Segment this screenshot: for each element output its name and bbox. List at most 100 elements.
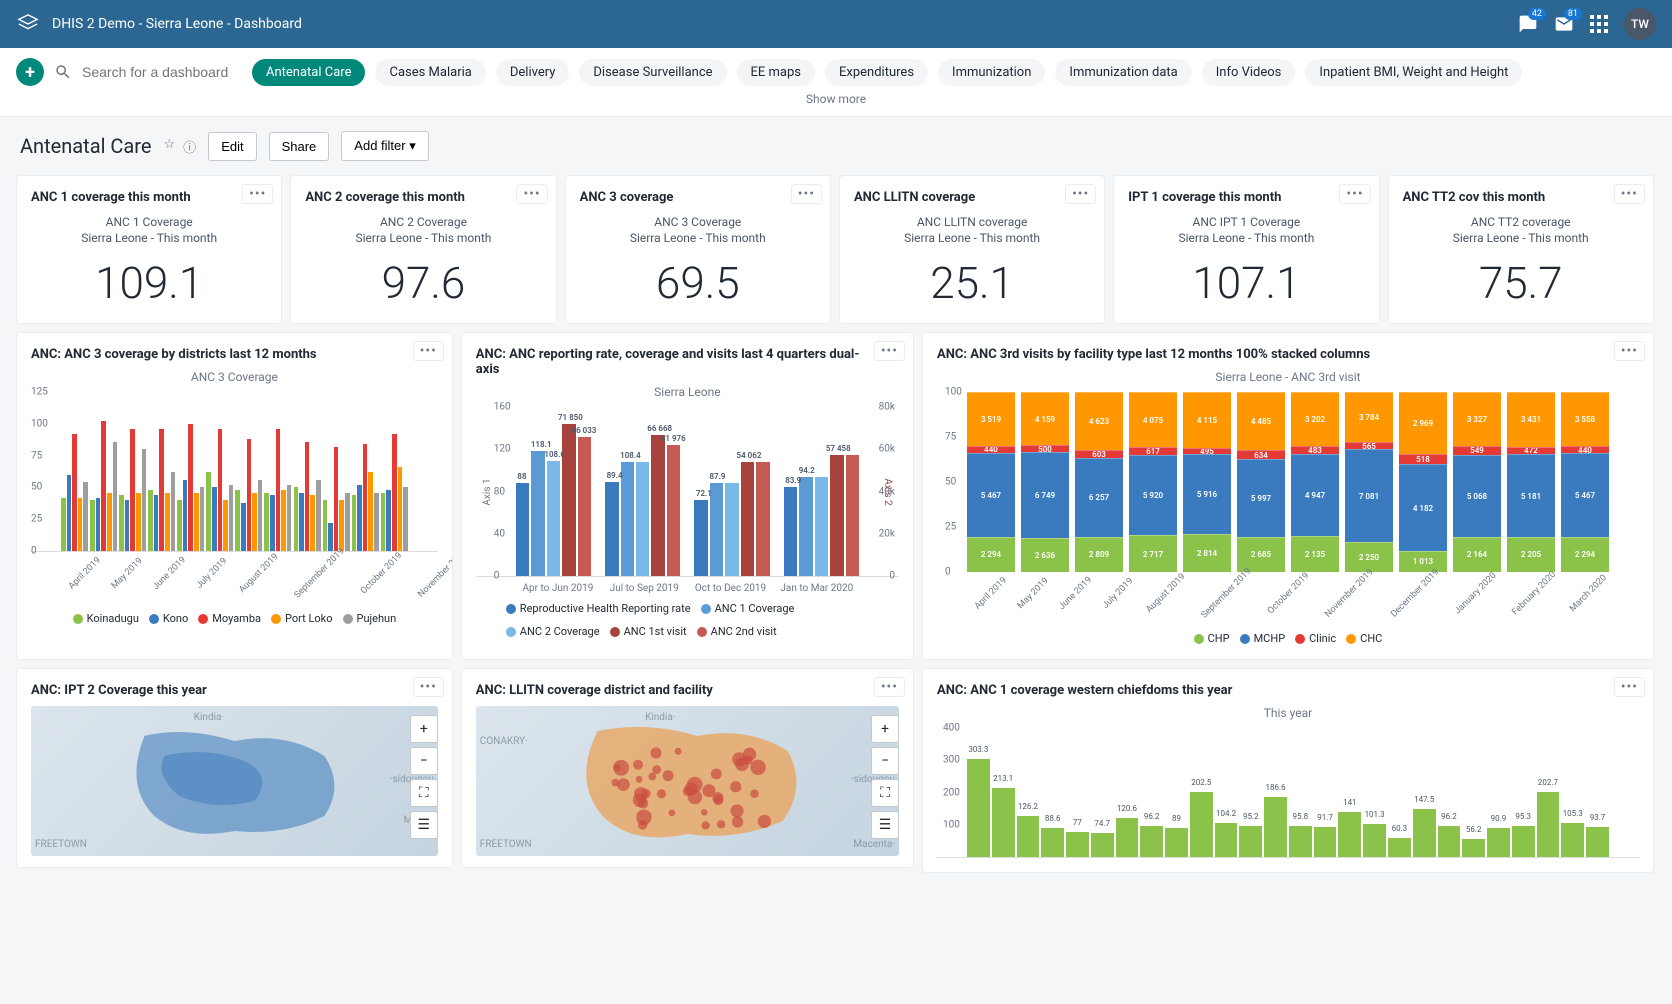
- dashboard-chip[interactable]: Cases Malaria: [375, 59, 485, 86]
- legend-toggle-button[interactable]: ☰: [871, 811, 899, 839]
- kpi-title: ANC LLITN coverage: [854, 190, 1090, 205]
- map-card: ••• ANC: IPT 2 Coverage this year Kindia…: [16, 668, 453, 868]
- zoom-in-button[interactable]: +: [410, 715, 438, 743]
- dashboard-chip[interactable]: Expenditures: [825, 59, 928, 86]
- dashboard-chip[interactable]: Immunization data: [1055, 59, 1191, 86]
- search-input[interactable]: [82, 64, 242, 80]
- chart-plot: 0255075100 3 519 440 5 467 2 294 4 159 5…: [937, 392, 1639, 572]
- kpi-period: Sierra Leone - This month: [1403, 231, 1639, 245]
- card-menu-icon[interactable]: •••: [874, 341, 905, 361]
- info-icon[interactable]: ⓘ: [183, 137, 196, 156]
- legend-toggle-button[interactable]: ☰: [410, 811, 438, 839]
- kpi-card: ••• ANC 2 coverage this month ANC 2 Cove…: [290, 175, 556, 324]
- card-menu-icon[interactable]: •••: [413, 341, 444, 361]
- kpi-card: ••• ANC TT2 cov this month ANC TT2 cover…: [1388, 175, 1654, 324]
- mail-icon[interactable]: 81: [1554, 14, 1574, 34]
- card-menu-icon[interactable]: •••: [1339, 184, 1370, 204]
- kpi-value: 107.1: [1128, 257, 1364, 309]
- kpi-title: ANC TT2 cov this month: [1403, 190, 1639, 205]
- dashboard-chip[interactable]: EE maps: [737, 59, 815, 86]
- fullscreen-button[interactable]: ⛶: [871, 779, 899, 807]
- kpi-title: ANC 2 coverage this month: [305, 190, 541, 205]
- kpi-title: ANC 3 coverage: [580, 190, 816, 205]
- zoom-out-button[interactable]: −: [410, 747, 438, 775]
- chart-card: ••• ANC: ANC reporting rate, coverage an…: [461, 332, 914, 660]
- kpi-subtitle: ANC 2 Coverage: [305, 215, 541, 229]
- dashboard-chip[interactable]: Disease Surveillance: [579, 59, 726, 86]
- chart-subtitle: This year: [937, 706, 1639, 720]
- card-menu-icon[interactable]: •••: [1614, 677, 1645, 697]
- share-button[interactable]: Share: [269, 132, 330, 161]
- dashboard-chip[interactable]: Antenatal Care: [252, 59, 365, 86]
- card-menu-icon[interactable]: •••: [1614, 341, 1645, 361]
- chart-title: ANC: LLITN coverage district and facilit…: [476, 683, 899, 698]
- user-avatar[interactable]: TW: [1624, 8, 1656, 40]
- kpi-value: 97.6: [305, 257, 541, 309]
- chart-title: ANC: ANC 1 coverage western chiefdoms th…: [937, 683, 1639, 698]
- card-menu-icon[interactable]: •••: [413, 677, 444, 697]
- kpi-period: Sierra Leone - This month: [1128, 231, 1364, 245]
- chart-card: ••• ANC: ANC 1 coverage western chiefdom…: [922, 668, 1654, 873]
- add-filter-button[interactable]: Add filter: [341, 131, 428, 161]
- kpi-period: Sierra Leone - This month: [31, 231, 267, 245]
- dashboard-title: Antenatal Care: [20, 134, 152, 158]
- zoom-in-button[interactable]: +: [871, 715, 899, 743]
- map-canvas[interactable]: Kindia· ·sidougou FREETOWN Macen: [31, 706, 438, 856]
- card-menu-icon[interactable]: •••: [791, 184, 822, 204]
- chart-title: ANC: IPT 2 Coverage this year: [31, 683, 438, 698]
- card-menu-icon[interactable]: •••: [874, 677, 905, 697]
- kpi-card: ••• ANC 3 coverage ANC 3 Coverage Sierra…: [565, 175, 831, 324]
- card-menu-icon[interactable]: •••: [1065, 184, 1096, 204]
- chart-subtitle: Sierra Leone - ANC 3rd visit: [937, 370, 1639, 384]
- chart-legend: Reproductive Health Reporting rateANC 1 …: [476, 602, 899, 638]
- dashboard-chip[interactable]: Info Videos: [1202, 59, 1296, 86]
- chart-legend: CHPMCHPClinicCHC: [937, 632, 1639, 645]
- apps-icon[interactable]: [1590, 15, 1608, 33]
- kpi-title: IPT 1 coverage this month: [1128, 190, 1364, 205]
- chart-card: ••• ANC: ANC 3 coverage by districts las…: [16, 332, 453, 660]
- app-header: DHIS 2 Demo - Sierra Leone - Dashboard 4…: [0, 0, 1672, 48]
- show-more-link[interactable]: Show more: [16, 86, 1656, 112]
- chart-legend: KoinaduguKonoMoyambaPort LokoPujehun: [31, 612, 438, 625]
- chart-title: ANC: ANC 3 coverage by districts last 12…: [31, 347, 438, 362]
- card-menu-icon[interactable]: •••: [516, 184, 547, 204]
- app-title: DHIS 2 Demo - Sierra Leone - Dashboard: [52, 16, 302, 32]
- chart-subtitle: Sierra Leone: [476, 385, 899, 399]
- kpi-subtitle: ANC 3 Coverage: [580, 215, 816, 229]
- kpi-card: ••• ANC 1 coverage this month ANC 1 Cove…: [16, 175, 282, 324]
- title-bar: Antenatal Care ☆ ⓘ Edit Share Add filter: [0, 117, 1672, 175]
- control-bar: + Antenatal Care Cases Malaria Delivery Dis…: [0, 48, 1672, 117]
- kpi-value: 75.7: [1403, 257, 1639, 309]
- map-canvas[interactable]: Kindia· CONAKRY· ·sidougou FREETOWN Mace…: [476, 706, 899, 856]
- dashboard-chip[interactable]: Delivery: [496, 59, 570, 86]
- messages-icon[interactable]: 42: [1518, 14, 1538, 34]
- messages-badge: 42: [1528, 8, 1546, 20]
- chart-card: ••• ANC: ANC 3rd visits by facility type…: [922, 332, 1654, 660]
- card-menu-icon[interactable]: •••: [242, 184, 273, 204]
- kpi-card: ••• IPT 1 coverage this month ANC IPT 1 …: [1113, 175, 1379, 324]
- mail-badge: 81: [1564, 8, 1582, 20]
- kpi-value: 69.5: [580, 257, 816, 309]
- kpi-subtitle: ANC TT2 coverage: [1403, 215, 1639, 229]
- kpi-value: 109.1: [31, 257, 267, 309]
- chart-plot: 04080120160020k40k60k80k88118.1108.671 8…: [476, 407, 899, 577]
- kpi-subtitle: ANC IPT 1 Coverage: [1128, 215, 1364, 229]
- dashboard-chip[interactable]: Inpatient BMI, Weight and Height: [1305, 59, 1522, 86]
- card-menu-icon[interactable]: •••: [1614, 184, 1645, 204]
- chart-plot: 100200300400303.3213.1126.288.67774.7120…: [937, 728, 1639, 858]
- zoom-out-button[interactable]: −: [871, 747, 899, 775]
- map-card: ••• ANC: LLITN coverage district and fac…: [461, 668, 914, 868]
- fullscreen-button[interactable]: ⛶: [410, 779, 438, 807]
- edit-button[interactable]: Edit: [208, 132, 256, 161]
- kpi-period: Sierra Leone - This month: [580, 231, 816, 245]
- kpi-period: Sierra Leone - This month: [305, 231, 541, 245]
- add-dashboard-button[interactable]: +: [16, 58, 44, 86]
- kpi-period: Sierra Leone - This month: [854, 231, 1090, 245]
- kpi-subtitle: ANC LLITN coverage: [854, 215, 1090, 229]
- search-icon: [54, 63, 72, 81]
- kpi-value: 25.1: [854, 257, 1090, 309]
- dashboard-chip[interactable]: Immunization: [938, 59, 1045, 86]
- star-icon[interactable]: ☆: [164, 137, 176, 156]
- app-logo-icon: [16, 12, 40, 36]
- chart-subtitle: ANC 3 Coverage: [31, 370, 438, 384]
